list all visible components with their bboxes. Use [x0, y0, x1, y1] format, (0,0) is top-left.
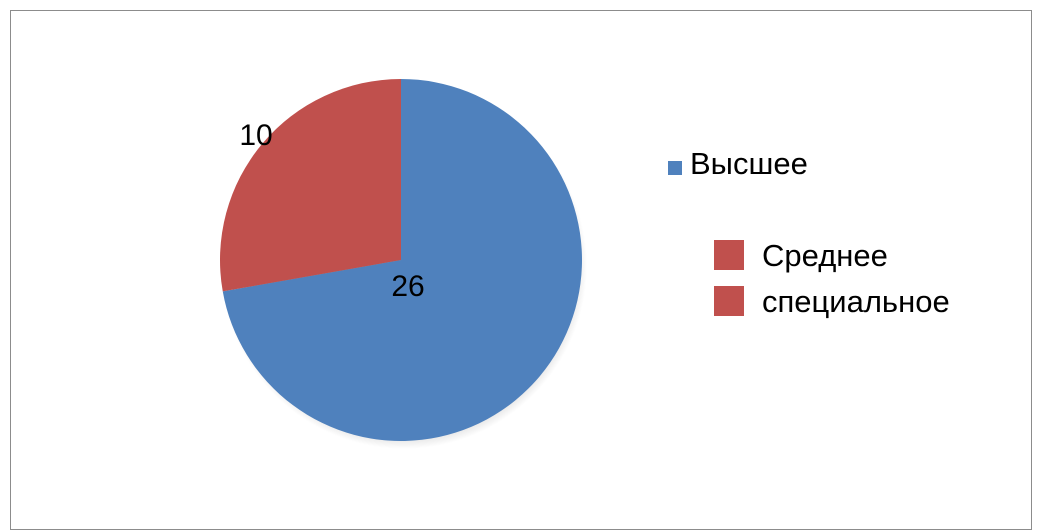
legend-swatch-red-2 — [714, 286, 744, 316]
legend-label-srednee-spetsialnoe: Среднее специальное — [762, 238, 950, 320]
legend-label-text: Высшее — [690, 146, 808, 181]
pie-slice-srednee-spetsialnoe — [220, 79, 401, 292]
legend-swatch-red-1 — [714, 240, 744, 270]
legend-label-line-1: Среднее — [762, 238, 888, 273]
pie-chart: 26 10 — [220, 79, 587, 449]
legend-label-vysshee: Высшее — [690, 146, 808, 182]
pie-slice-vysshee — [222, 79, 583, 441]
data-label-vysshee: 26 — [391, 270, 424, 303]
data-label-srednee-spetsialnoe: 10 — [239, 119, 272, 152]
legend-swatch-blue — [668, 161, 682, 175]
legend-label-line-2: специальное — [762, 284, 950, 319]
